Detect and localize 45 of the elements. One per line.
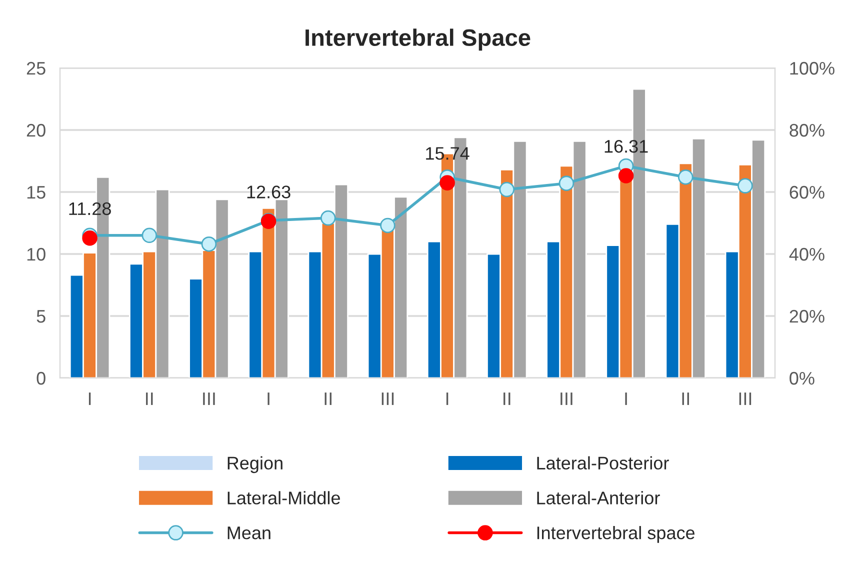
- y2-tick-label: 100%: [790, 62, 834, 75]
- x-tick-label: I: [625, 392, 627, 405]
- legend-label: Lateral-Middle: [228, 491, 340, 504]
- point: [738, 178, 753, 194]
- legend-label: Lateral-Anterior: [537, 491, 660, 504]
- point: [142, 228, 158, 244]
- y2-tick-label: 0%: [790, 372, 814, 385]
- x-tick-label: I: [88, 392, 91, 405]
- point: [320, 210, 336, 226]
- x-tick-label: III: [560, 392, 572, 405]
- x-tick-label: I: [446, 392, 448, 405]
- point: [618, 168, 634, 184]
- y2-tick-label: 20%: [790, 310, 824, 323]
- x-tick-label: II: [324, 392, 332, 405]
- point: [678, 169, 694, 185]
- data-label: 11.28: [69, 202, 111, 216]
- y-tick-label: 0: [36, 372, 46, 385]
- point: [558, 176, 574, 191]
- legend-label: Intervertebral space: [537, 526, 695, 543]
- x-tick-label: II: [682, 392, 689, 405]
- y2-tick-label: 40%: [789, 248, 824, 261]
- y-tick-label: 20: [26, 124, 46, 137]
- x-tick-label: III: [739, 392, 752, 405]
- y-tick-label: 10: [27, 248, 46, 261]
- y2-tick-label: 60%: [790, 186, 824, 199]
- legend-label: Region: [228, 456, 282, 474]
- y-tick-label: 15: [27, 186, 46, 199]
- x-tick-label: III: [382, 392, 394, 405]
- x-tick-label: III: [203, 392, 215, 405]
- data-label: 15.74: [426, 147, 470, 160]
- y-tick-label: 5: [36, 310, 46, 323]
- y-tick-label: 25: [26, 62, 46, 75]
- data-label: 16.31: [604, 140, 648, 153]
- y2-tick-label: 80%: [790, 124, 824, 137]
- legend-label: Lateral-Posterior: [537, 456, 669, 470]
- x-tick-label: II: [146, 392, 153, 405]
- point: [440, 175, 455, 190]
- point: [201, 236, 217, 252]
- data-label: 12.63: [247, 186, 290, 198]
- x-tick-label: II: [504, 392, 510, 405]
- point: [499, 182, 515, 198]
- legend-label: Mean: [228, 526, 270, 540]
- point: [380, 218, 396, 234]
- x-tick-label: I: [268, 392, 270, 405]
- chart-title: Intervertebral Space: [306, 28, 530, 51]
